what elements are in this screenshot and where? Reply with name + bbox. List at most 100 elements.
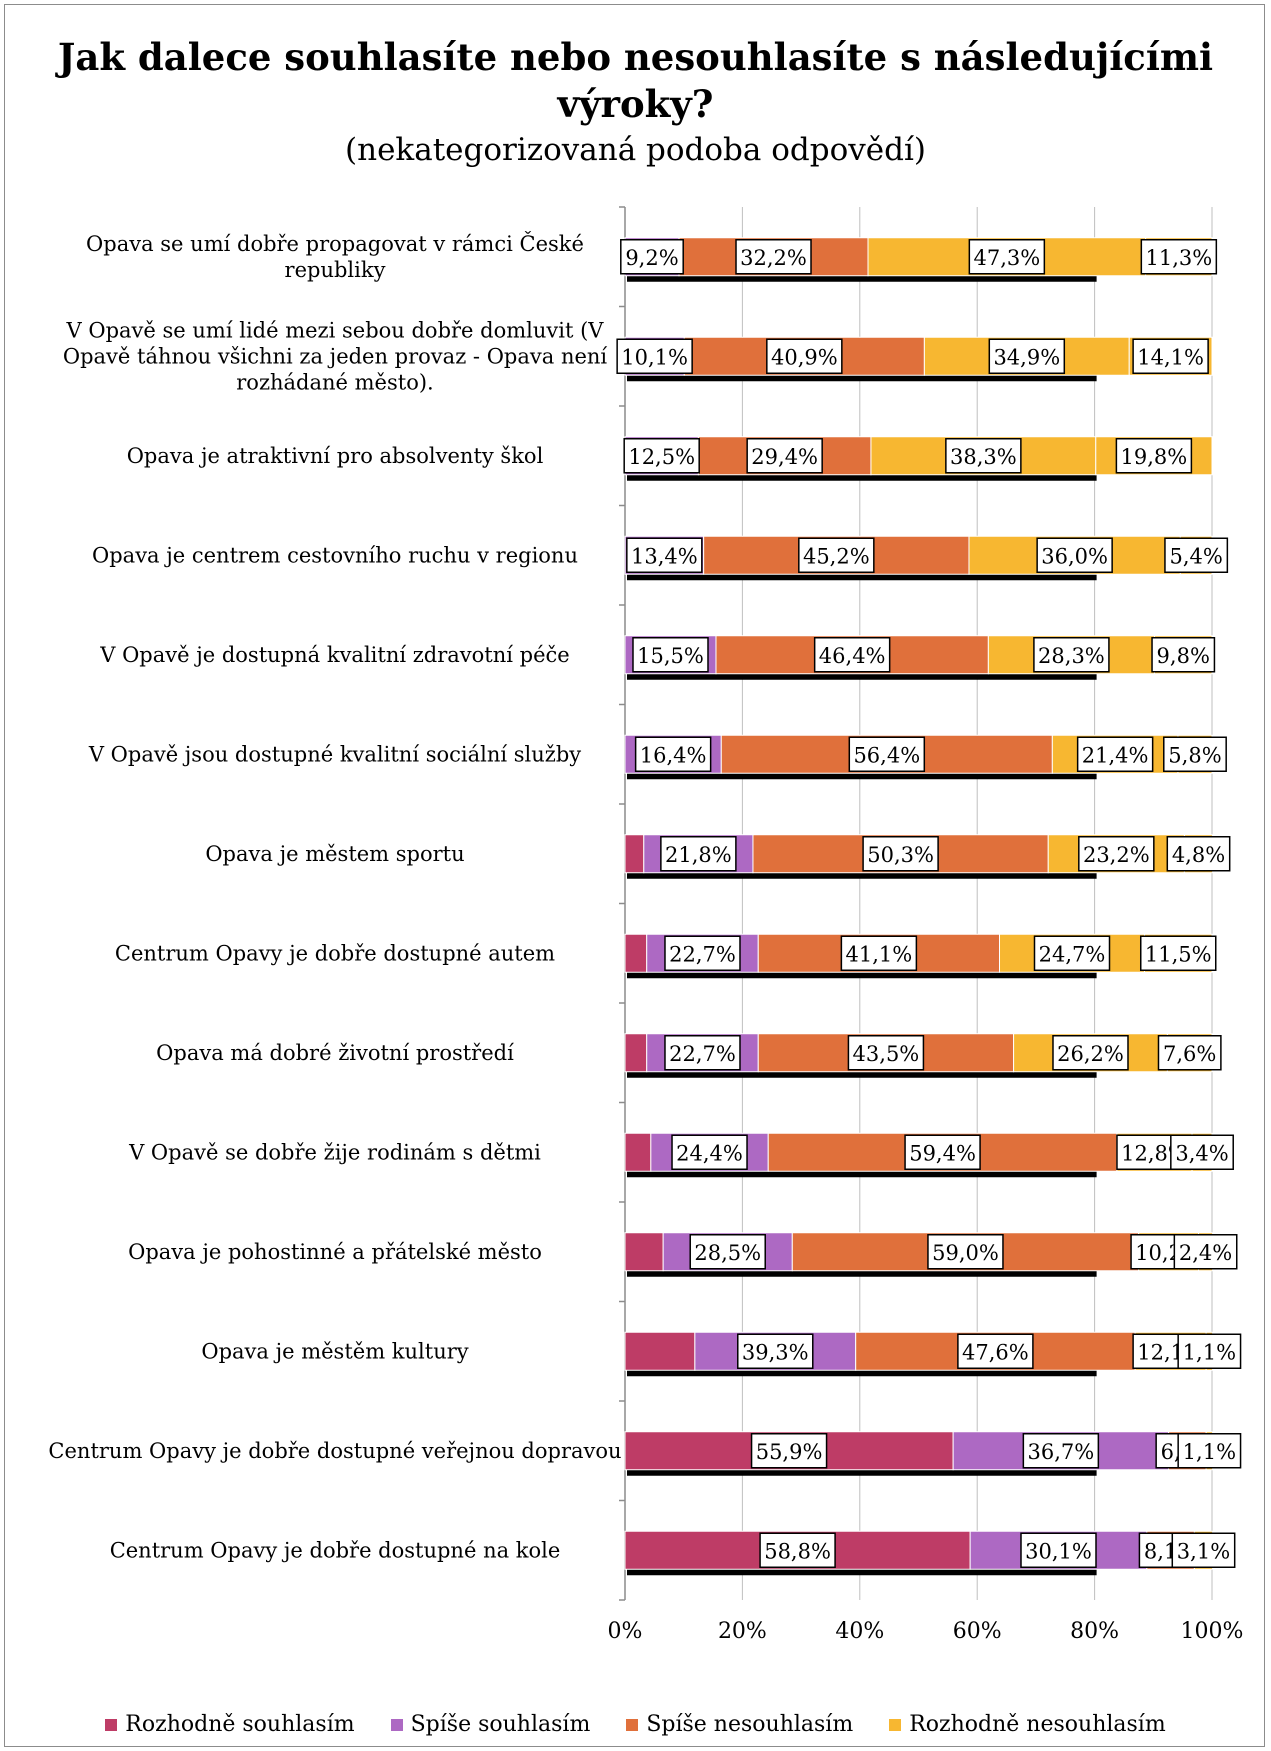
value-label: 16,4%: [640, 743, 707, 767]
value-label: 46,4%: [819, 644, 886, 668]
bar-segment: [624, 834, 645, 874]
value-label-box: [848, 736, 926, 772]
value-label: 56,4%: [853, 743, 920, 767]
category-label: Opava je centrem cestovního ruchu v regi…: [92, 543, 578, 567]
legend: Rozhodně souhlasím Spíše souhlasím Spíše n…: [0, 1712, 1271, 1737]
legend-swatch: [626, 1718, 639, 1731]
bar-segment: [624, 1033, 648, 1073]
value-label: 39,3%: [742, 1340, 809, 1364]
category-label: Opava se umí dobře propagovat v rámci Če…: [86, 231, 584, 282]
value-label-box: [927, 1234, 1004, 1270]
value-label: 9,8%: [1157, 644, 1210, 668]
bar-shadow: [627, 1467, 1097, 1476]
value-label-box: [1157, 1035, 1222, 1071]
value-label: 14,1%: [1137, 345, 1204, 369]
value-label-box: [988, 338, 1066, 374]
value-label: 5,8%: [1168, 743, 1221, 767]
value-label-box: [735, 239, 812, 275]
value-label: 21,8%: [665, 843, 732, 867]
legend-swatch: [889, 1718, 902, 1731]
bar-shadow: [627, 970, 1097, 979]
value-label-box: [798, 537, 875, 573]
bar-shadow: [627, 1268, 1097, 1277]
bar-shadow: [627, 771, 1097, 780]
value-label-box: [1033, 935, 1111, 971]
value-label-box: [632, 637, 709, 673]
value-label: 30,1%: [1025, 1539, 1092, 1563]
value-label-box: [750, 1433, 828, 1469]
value-label: 23,2%: [1083, 843, 1150, 867]
value-label-box: [664, 935, 741, 971]
value-label: 10,1%: [621, 345, 688, 369]
value-label: 7,6%: [1163, 1042, 1216, 1066]
value-label: 5,4%: [1169, 544, 1222, 568]
value-label-box: [660, 836, 737, 872]
value-label-box: [671, 1134, 748, 1170]
value-label-box: [1170, 1134, 1234, 1170]
value-label: 22,7%: [669, 1042, 736, 1066]
value-label: 15,5%: [637, 644, 704, 668]
value-label-box: [1171, 1532, 1236, 1568]
category-label: Opava je městem sportu: [205, 842, 464, 866]
value-label-box: [957, 1333, 1034, 1369]
x-tick-label: 100%: [1181, 1619, 1244, 1644]
value-label: 21,4%: [1082, 743, 1149, 767]
value-label: 24,4%: [676, 1141, 743, 1165]
value-label-box: [759, 1532, 836, 1568]
value-label: 11,3%: [1145, 246, 1212, 270]
value-label: 50,3%: [867, 843, 934, 867]
value-label-box: [634, 736, 712, 772]
value-label-box: [968, 239, 1046, 275]
bar-shadow: [627, 273, 1097, 282]
value-label: 19,8%: [1121, 445, 1188, 469]
value-label-box: [616, 338, 693, 374]
value-label: 59,4%: [909, 1141, 976, 1165]
x-axis-ticks: 0% 20% 40% 60% 80% 100%: [608, 1619, 1244, 1644]
value-labels: 9,2% 32,2% 47,3% 11,3% 10,1% 40,9% 34,9% 14,1% 1…: [616, 239, 1242, 1568]
bar-segment: [624, 1331, 696, 1371]
value-label-box: [1022, 1433, 1100, 1469]
value-label: 47,6%: [962, 1340, 1029, 1364]
value-label: 34,9%: [993, 345, 1060, 369]
category-label: V Opavě je dostupná kvalitní zdravotní p…: [99, 643, 569, 667]
legend-label: Rozhodně souhlasím: [125, 1712, 355, 1737]
value-label-box: [1052, 1035, 1129, 1071]
value-label-box: [623, 438, 700, 474]
value-label: 3,4%: [1175, 1141, 1228, 1165]
bar-shadow: [627, 1069, 1097, 1078]
legend-label: Spíše souhlasím: [410, 1712, 591, 1737]
value-label-box: [945, 438, 1022, 474]
x-tick-label: 80%: [1070, 1619, 1119, 1644]
category-label: Centrum Opavy je dobře dostupné na kole: [110, 1538, 561, 1562]
category-label: Opava má dobré životní prostředí: [156, 1041, 514, 1065]
category-label: Centrum Opavy je dobře dostupné autem: [115, 941, 555, 965]
legend-item: Spíše souhlasím: [390, 1712, 591, 1737]
value-label-box: [813, 637, 891, 673]
value-label: 28,3%: [1038, 644, 1105, 668]
category-label: Opava je atraktivní pro absolventy škol: [127, 444, 544, 468]
value-label: 9,2%: [625, 246, 678, 270]
bar-shadow: [627, 572, 1097, 581]
grid-lines: [619, 206, 1213, 1601]
legend-swatch: [105, 1718, 118, 1731]
value-label: 11,5%: [1145, 942, 1212, 966]
x-tick-label: 0%: [608, 1619, 643, 1644]
value-label-box: [1076, 736, 1154, 772]
value-label: 45,2%: [803, 544, 870, 568]
value-label-box: [1139, 935, 1217, 971]
category-label: Centrum Opavy je dobře dostupné veřejnou…: [48, 1439, 621, 1463]
value-label-box: [626, 537, 703, 573]
category-label: V Opavě jsou dostupné kvalitní sociální …: [88, 742, 581, 766]
value-label-box: [1020, 1532, 1097, 1568]
value-label-box: [847, 1035, 925, 1071]
bar-shadow: [627, 1567, 1097, 1576]
category-label: V Opavě se umí lidé mezi sebou dobře dom…: [63, 318, 608, 394]
bar-segment: [624, 933, 648, 973]
value-label: 41,1%: [846, 942, 913, 966]
value-label: 55,9%: [756, 1440, 823, 1464]
value-label: 36,0%: [1041, 544, 1108, 568]
value-label-box: [766, 338, 843, 374]
value-label: 22,7%: [669, 942, 736, 966]
value-label-box: [737, 1333, 814, 1369]
